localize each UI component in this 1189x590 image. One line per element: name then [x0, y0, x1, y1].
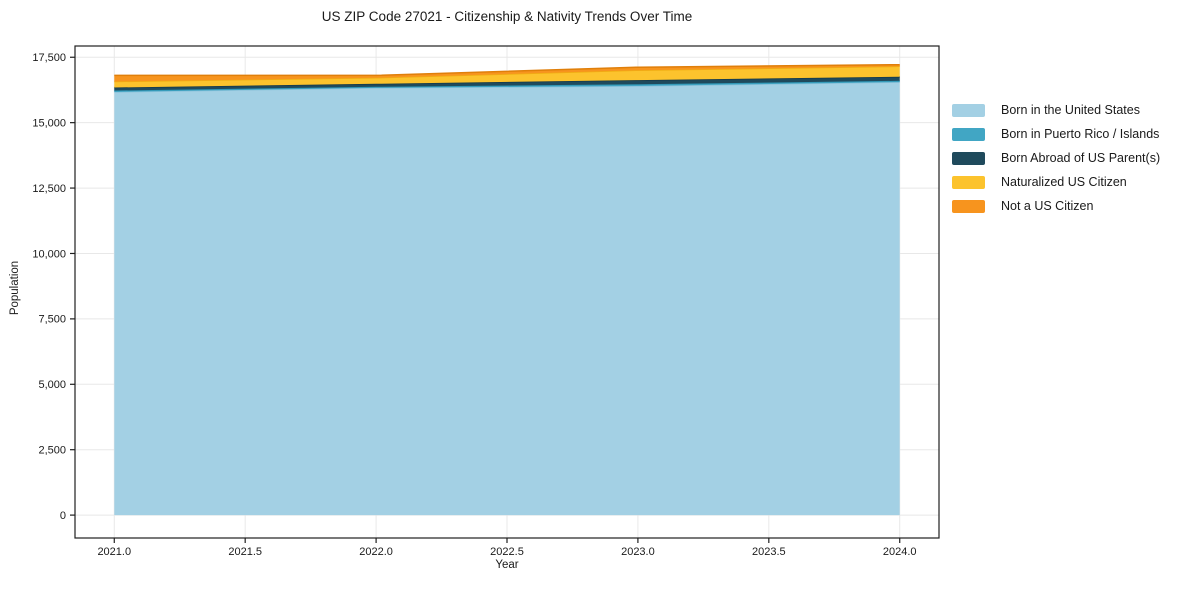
x-tick-label: 2021.5	[228, 546, 262, 558]
y-tick-label: 15,000	[32, 117, 66, 129]
y-tick-label: 7,500	[38, 314, 66, 326]
x-tick-label: 2023.5	[752, 546, 786, 558]
legend-label: Born Abroad of US Parent(s)	[1001, 151, 1161, 165]
x-tick-label: 2022.0	[359, 546, 393, 558]
x-tick-label: 2024.0	[883, 546, 917, 558]
y-tick-label: 0	[60, 510, 66, 522]
y-tick-label: 5,000	[38, 379, 66, 391]
area-series-0	[114, 82, 900, 516]
legend-swatch	[952, 127, 985, 141]
y-axis-label: Population	[9, 260, 21, 316]
legend-swatch	[952, 199, 985, 213]
legend-label: Not a US Citizen	[1001, 199, 1094, 213]
legend-label: Born in the United States	[1001, 103, 1140, 117]
stacked-areas	[114, 63, 900, 516]
x-tick-label: 2023.0	[621, 546, 655, 558]
area-edge-4	[114, 63, 900, 77]
x-axis-label: Year	[495, 559, 519, 571]
x-tick-label: 2021.0	[97, 546, 131, 558]
y-tick-label: 2,500	[38, 444, 66, 456]
legend-swatch	[952, 175, 985, 189]
legend-item: Not a US Citizen	[952, 194, 1160, 218]
y-tick-label: 10,000	[32, 248, 66, 260]
area-series-2	[114, 76, 900, 91]
axis-ticks: 2021.0 2021.5 2022.0 2022.5 2023.0 2023.5 2024…	[32, 52, 916, 558]
legend-label: Naturalized US Citizen	[1001, 175, 1127, 189]
x-tick-label: 2022.5	[490, 546, 524, 558]
legend-swatch	[952, 151, 985, 165]
legend: Born in the United States Born in Puerto …	[952, 98, 1160, 218]
area-series-4	[114, 64, 900, 82]
legend-item: Born in the United States	[952, 98, 1160, 122]
legend-item: Born Abroad of US Parent(s)	[952, 146, 1160, 170]
legend-item: Born in Puerto Rico / Islands	[952, 122, 1160, 146]
legend-swatch	[952, 103, 985, 117]
area-series-3	[114, 66, 900, 88]
legend-item: Naturalized US Citizen	[952, 170, 1160, 194]
y-tick-label: 12,500	[32, 183, 66, 195]
legend-label: Born in Puerto Rico / Islands	[1001, 127, 1160, 141]
chart-title: US ZIP Code 27021 - Citizenship & Nativi…	[321, 9, 693, 24]
y-tick-label: 17,500	[32, 52, 66, 64]
